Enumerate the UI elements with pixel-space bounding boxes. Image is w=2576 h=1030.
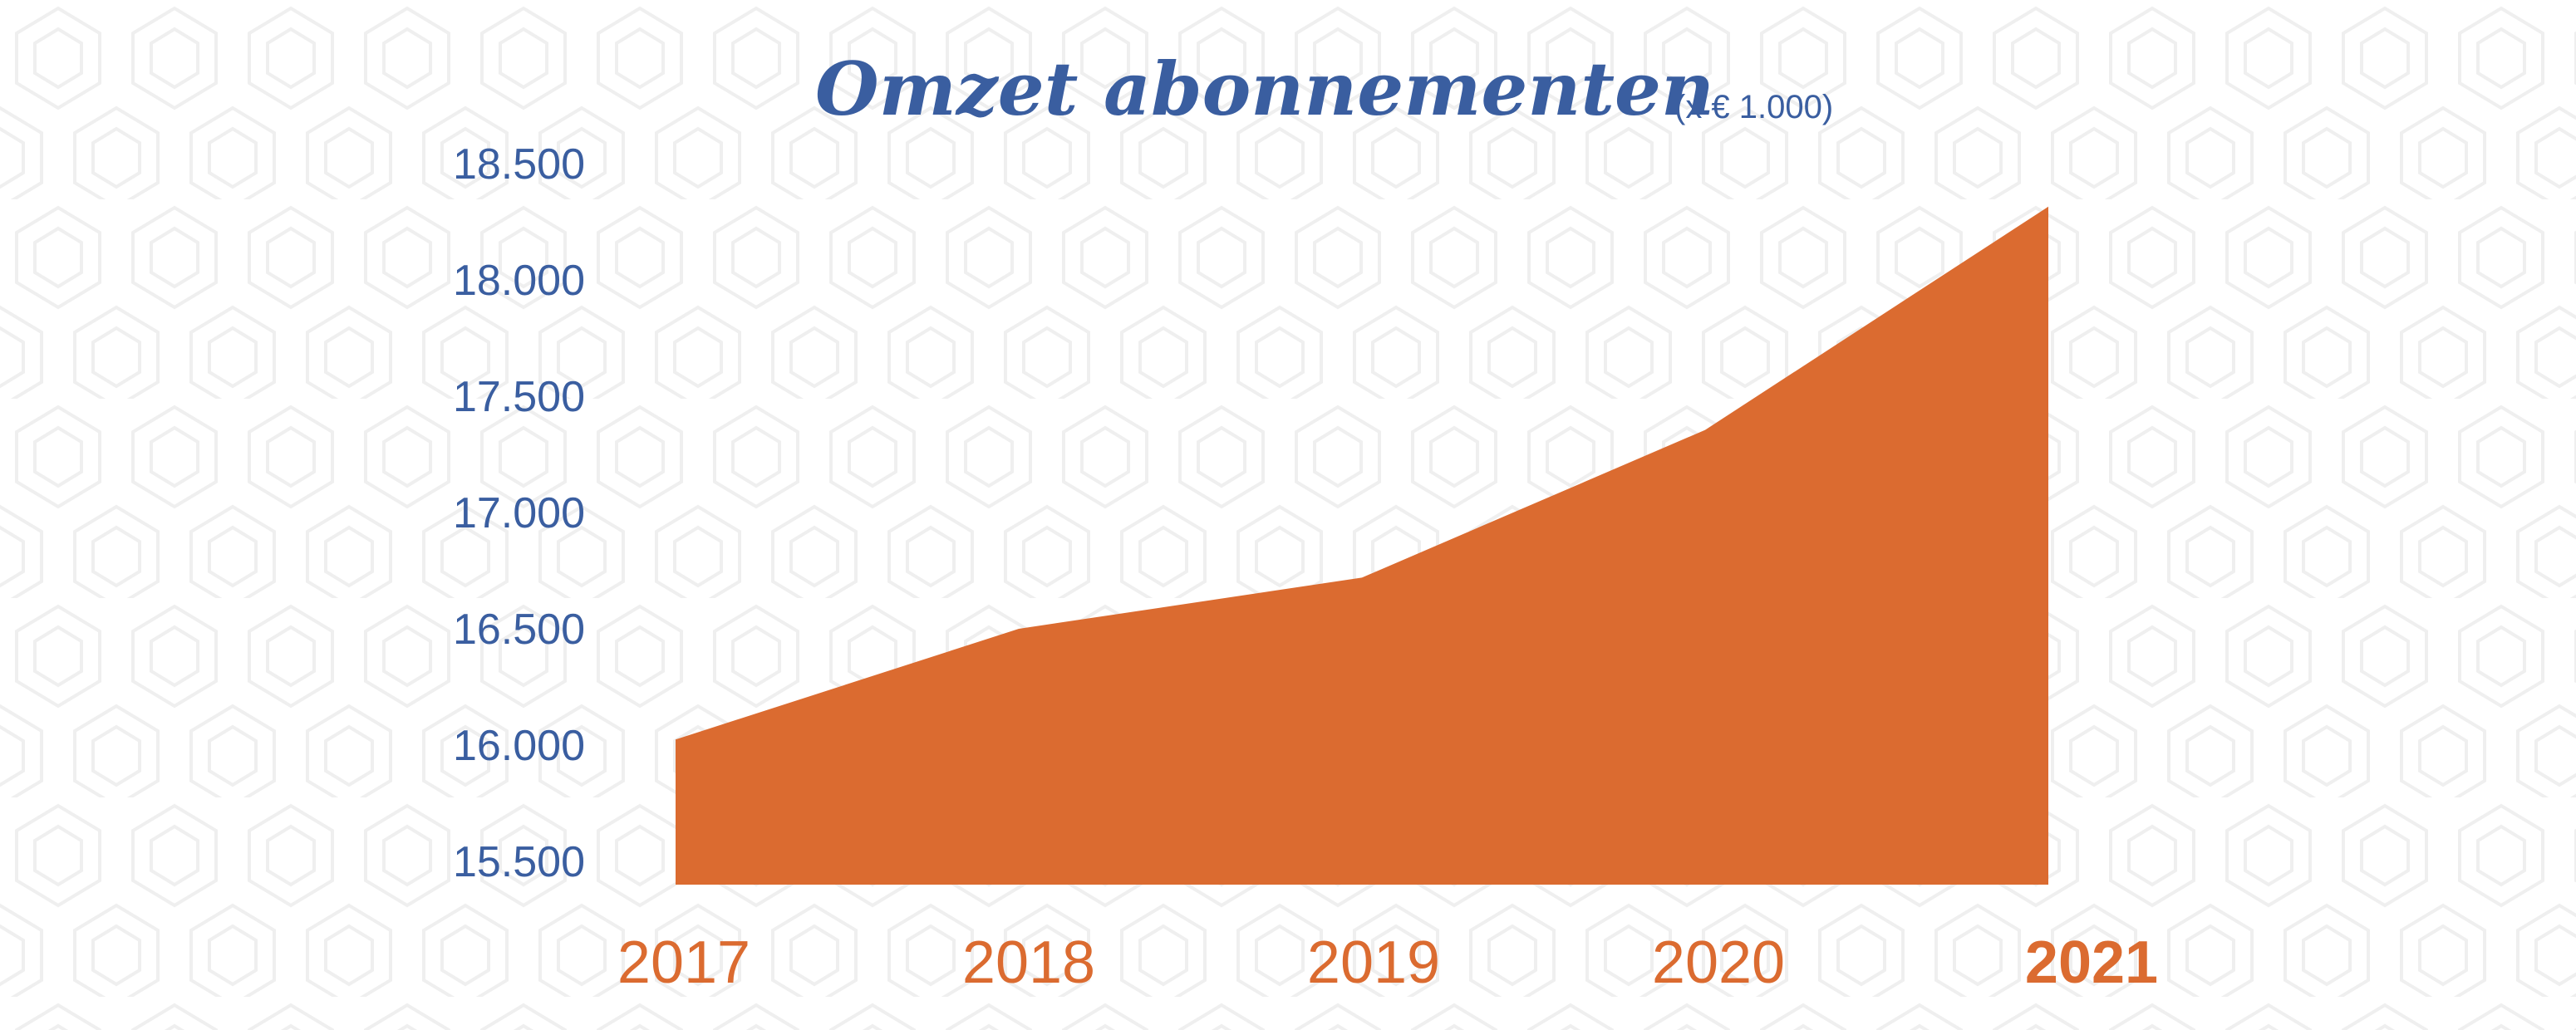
- y-tick-label: 17.500: [453, 373, 585, 421]
- y-axis: 15.500 16.000 16.500 17.000 17.500 18.000 18.5…: [453, 140, 585, 886]
- unit-label: (x € 1.000): [1674, 89, 1833, 125]
- y-tick-label: 15.500: [453, 838, 585, 886]
- chart-title: Omzet abonnementen: [815, 46, 1714, 132]
- y-tick-label: 17.000: [453, 489, 585, 537]
- x-tick-label: 2017: [617, 929, 750, 996]
- area-series: [675, 206, 2049, 885]
- area-fill: [676, 206, 2048, 885]
- x-tick-label: 2020: [1652, 929, 1785, 996]
- x-tick-label: 2018: [962, 929, 1095, 996]
- y-tick-label: 18.000: [453, 257, 585, 305]
- y-tick-label: 16.000: [453, 722, 585, 770]
- x-axis: 2017 2018 2019 2020 2021: [617, 929, 2158, 996]
- x-tick-label: 2021: [2025, 929, 2158, 996]
- y-tick-label: 18.500: [453, 140, 585, 189]
- x-tick-label: 2019: [1307, 929, 1440, 996]
- y-tick-label: 16.500: [453, 606, 585, 654]
